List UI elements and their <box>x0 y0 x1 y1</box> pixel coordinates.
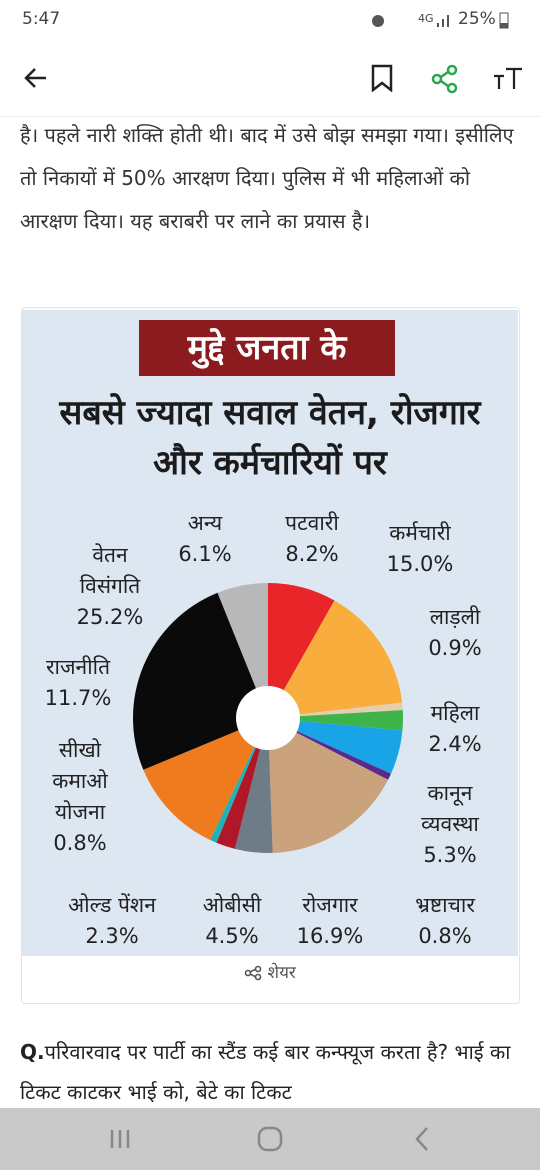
slice-name: महिला <box>430 701 480 725</box>
chart-subtitle: सबसे ज्यादा सवाल वेतन, रोजगार और कर्मचार… <box>59 393 481 483</box>
slice-label: राजनीति 11.7% <box>23 652 133 714</box>
battery-icon <box>499 12 509 29</box>
question-prefix: Q. <box>20 1040 45 1064</box>
slice-name: रोजगार <box>302 893 358 917</box>
slice-label: ओल्ड पेंशन 2.3% <box>47 890 177 952</box>
slice-label: अन्य 6.1% <box>165 508 245 570</box>
slice-name: पटवारी <box>285 511 339 535</box>
pie-slice <box>268 710 403 731</box>
network: 4G <box>418 12 434 25</box>
back-button[interactable] <box>22 64 50 92</box>
pie-slice <box>143 718 268 840</box>
clock: 5:47 <box>22 9 61 29</box>
home-button[interactable] <box>257 1126 283 1152</box>
slice-value: 5.3% <box>423 843 477 867</box>
slice-label: कर्मचारी 15.0% <box>360 518 480 580</box>
toolbar <box>0 40 540 117</box>
pie-slice <box>268 583 335 718</box>
pie-slice <box>268 702 403 718</box>
slice-label: सीखो कमाओ योजना 0.8% <box>45 735 115 859</box>
question: Q.परिवारवाद पर पार्टी का स्टैंड कई बार क… <box>20 1032 525 1108</box>
slice-label: लाड़ली 0.9% <box>405 602 505 664</box>
share-icon <box>244 965 262 981</box>
slice-label: कानून व्यवस्था 5.3% <box>405 778 495 871</box>
question-text: परिवारवाद पर पार्टी का स्टैंड कई बार कन्… <box>20 1040 511 1104</box>
slice-name: ओल्ड पेंशन <box>68 893 156 917</box>
back-nav-button[interactable] <box>412 1126 432 1152</box>
slice-value: 0.8% <box>53 831 107 855</box>
pie-slice <box>210 718 268 843</box>
slice-label: रोजगार 16.9% <box>280 890 380 952</box>
slice-label: पटवारी 8.2% <box>252 508 372 570</box>
slice-value: 0.8% <box>418 924 472 948</box>
slice-value: 6.1% <box>178 542 232 566</box>
nav-bar <box>0 1108 540 1170</box>
battery: 25% <box>458 9 496 29</box>
slice-name: सीखो कमाओ योजना <box>52 738 108 824</box>
pie-slice <box>133 592 268 770</box>
slice-value: 25.2% <box>76 605 144 629</box>
pie-hole <box>236 686 300 750</box>
slice-name: अन्य <box>187 511 223 535</box>
slice-label: महिला 2.4% <box>405 698 505 760</box>
share-text: शेयर <box>267 963 296 983</box>
slice-label: वेतन विसंगति 25.2% <box>70 540 150 633</box>
slice-label: ओबीसी 4.5% <box>187 890 277 952</box>
slice-value: 15.0% <box>386 552 454 576</box>
slice-name: कर्मचारी <box>389 521 451 545</box>
slice-name: वेतन विसंगति <box>79 543 141 598</box>
recents-button[interactable] <box>108 1128 132 1150</box>
pie-slice <box>268 718 403 774</box>
pie-slice <box>268 718 391 780</box>
share-link[interactable]: शेयर <box>22 960 518 983</box>
pie-slice <box>234 718 273 853</box>
pie-slice <box>268 600 403 718</box>
chart-card <box>21 307 520 1004</box>
slice-value: 0.9% <box>428 636 482 660</box>
alarm-icon <box>372 15 384 27</box>
slice-value: 2.4% <box>428 732 482 756</box>
status-bar: 5:47 4G 25% <box>0 0 540 40</box>
bookmark-button[interactable] <box>370 64 394 92</box>
slice-value: 16.9% <box>296 924 364 948</box>
share-button[interactable] <box>430 64 460 94</box>
slice-name: राजनीति <box>45 655 111 679</box>
slice-label: भ्रष्टाचार 0.8% <box>385 890 505 952</box>
slice-value: 4.5% <box>205 924 259 948</box>
article-paragraph: है। पहले नारी शक्ति होती थी। बाद में उसे… <box>20 123 514 233</box>
slice-name: लाड़ली <box>429 605 481 629</box>
pie-chart <box>133 583 403 853</box>
chart-title: मुद्दे जनता के <box>139 320 395 376</box>
signal-icon <box>437 15 449 27</box>
slice-name: कानून व्यवस्था <box>421 781 479 836</box>
slice-value: 2.3% <box>85 924 139 948</box>
slice-value: 11.7% <box>44 686 112 710</box>
pie-slice <box>268 718 389 853</box>
slice-name: भ्रष्टाचार <box>415 893 475 917</box>
pie-slice <box>216 718 268 849</box>
text-size-button[interactable] <box>492 66 524 92</box>
slice-value: 8.2% <box>285 542 339 566</box>
pie-slice <box>217 583 268 718</box>
slice-name: ओबीसी <box>202 893 262 917</box>
